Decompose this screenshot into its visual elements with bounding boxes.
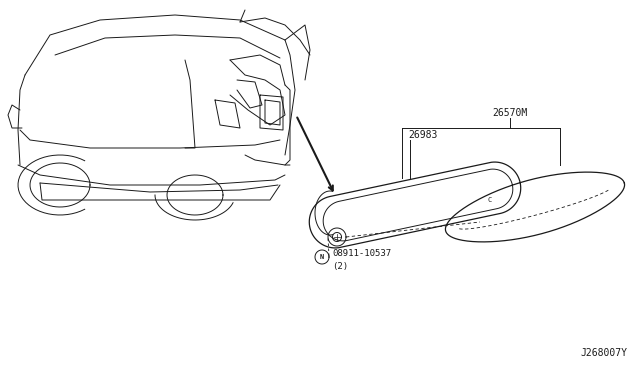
- Text: 26570M: 26570M: [492, 108, 527, 118]
- Text: 08911-10537: 08911-10537: [332, 248, 391, 257]
- Text: N: N: [320, 254, 324, 260]
- Text: 26983: 26983: [408, 130, 437, 140]
- Text: C: C: [488, 197, 492, 203]
- Text: J268007Y: J268007Y: [580, 348, 627, 358]
- Text: (2): (2): [332, 262, 348, 270]
